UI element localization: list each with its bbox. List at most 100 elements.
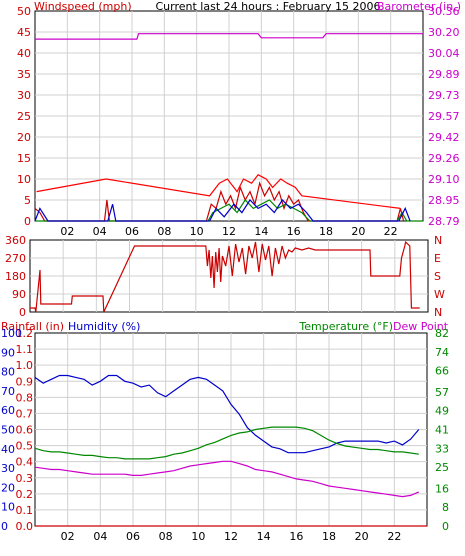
rainfall-tick-label: 1.1 xyxy=(16,343,34,356)
x-tick-label: 10 xyxy=(190,225,204,238)
rainfall-tick-label: 1.0 xyxy=(16,359,34,372)
chart-title: Current last 24 hours : February 15 2006 xyxy=(156,0,381,13)
compass-tick-label: N xyxy=(434,234,442,247)
x-tick-label: 18 xyxy=(319,225,333,238)
rainfall-tick-label: 0.0 xyxy=(16,520,34,533)
wind-series-2 xyxy=(36,174,401,209)
x-tick-label: 06 xyxy=(126,530,140,543)
rainfall-tick-label: 0.6 xyxy=(16,424,34,437)
rainfall-tick-label: 0.8 xyxy=(16,391,34,404)
x-tick-label: 20 xyxy=(351,225,365,238)
rainfall-tick-label: 0.5 xyxy=(16,440,34,453)
windspeed-tick-label: 10 xyxy=(17,173,31,186)
humidity-tick-label: 90 xyxy=(1,346,15,359)
windspeed-tick-label: 30 xyxy=(17,89,31,102)
temperature-tick-label: 25 xyxy=(435,461,449,474)
x-tick-label: 12 xyxy=(224,530,238,543)
humidity-tick-label: 20 xyxy=(1,481,15,494)
rainfall-tick-label: 0.7 xyxy=(16,407,34,420)
x-tick-label: 06 xyxy=(125,225,139,238)
humidity-tick-label: 50 xyxy=(1,424,15,437)
x-tick-label: 04 xyxy=(93,530,107,543)
humidity-tick-label: 80 xyxy=(1,366,15,379)
barometer-tick-label: 28.79 xyxy=(428,215,460,228)
temperature-tick-label: 66 xyxy=(435,365,449,378)
windspeed-tick-label: 15 xyxy=(17,152,31,165)
temperature-tick-label: 57 xyxy=(435,386,449,399)
temperature-tick-label: 41 xyxy=(435,424,449,437)
windspeed-tick-label: 45 xyxy=(17,26,31,39)
x-tick-label: 04 xyxy=(93,225,107,238)
windspeed-tick-label: 40 xyxy=(17,47,31,60)
windspeed-tick-label: 20 xyxy=(17,131,31,144)
x-tick-label: 02 xyxy=(61,530,75,543)
rainfall-tick-label: 0.1 xyxy=(16,504,34,517)
x-tick-label: 02 xyxy=(60,225,74,238)
rainfall-tick-label: 0.2 xyxy=(16,488,34,501)
barometer-series xyxy=(35,33,423,40)
x-tick-label: 16 xyxy=(287,225,301,238)
series-layer xyxy=(30,33,427,527)
compass-tick-label: N xyxy=(434,306,442,319)
compass-tick-label: W xyxy=(434,288,445,301)
direction-tick-label: 180 xyxy=(5,270,26,283)
rainfall-tick-label: 0.3 xyxy=(16,472,34,485)
compass-tick-label: S xyxy=(434,270,441,283)
temperature-axis-label: Temperature (°F) xyxy=(298,320,393,333)
windspeed-tick-label: 0 xyxy=(24,215,31,228)
rainfall-axis-label: Rainfall (in) xyxy=(1,320,64,333)
temperature-tick-label: 74 xyxy=(435,346,449,359)
x-tick-label: 08 xyxy=(159,530,173,543)
x-tick-label: 18 xyxy=(322,530,336,543)
humidity-axis-label: Humidity (%) xyxy=(68,320,140,333)
barometer-tick-label: 30.36 xyxy=(428,5,460,18)
rainfall-tick-label: 0.4 xyxy=(16,456,34,469)
barometer-tick-label: 30.04 xyxy=(428,47,460,60)
barometer-tick-label: 29.73 xyxy=(428,89,460,102)
wind-series-4 xyxy=(34,199,411,222)
x-tick-label: 12 xyxy=(222,225,236,238)
x-tick-label: 14 xyxy=(257,530,271,543)
humidity-tick-label: 0 xyxy=(1,520,8,533)
direction-tick-label: 90 xyxy=(12,288,26,301)
humidity-tick-label: 60 xyxy=(1,404,15,417)
x-tick-label: 16 xyxy=(289,530,303,543)
direction-tick-label: 270 xyxy=(5,252,26,265)
direction-tick-label: 0 xyxy=(19,306,26,319)
windspeed-tick-label: 5 xyxy=(24,194,31,207)
temperature-tick-label: 82 xyxy=(435,327,449,340)
x-tick-label: 22 xyxy=(384,225,398,238)
direction-tick-label: 360 xyxy=(5,234,26,247)
temperature-tick-label: 0 xyxy=(442,520,449,533)
x-tick-label: 10 xyxy=(191,530,205,543)
x-tick-label: 14 xyxy=(254,225,268,238)
temperature-tick-label: 16 xyxy=(435,482,449,495)
humidity-series xyxy=(34,374,420,454)
x-tick-label: 20 xyxy=(355,530,369,543)
compass-tick-label: E xyxy=(434,252,441,265)
humidity-tick-label: 40 xyxy=(1,443,15,456)
temperature-series xyxy=(34,426,419,460)
rainfall-tick-label: 0.9 xyxy=(16,375,34,388)
windspeed-tick-label: 35 xyxy=(17,68,31,81)
x-tick-label: 08 xyxy=(157,225,171,238)
barometer-tick-label: 28.95 xyxy=(428,194,460,207)
x-tick-label: 22 xyxy=(387,530,401,543)
windspeed-tick-label: 25 xyxy=(17,110,31,123)
barometer-tick-label: 29.10 xyxy=(428,173,460,186)
humidity-tick-label: 10 xyxy=(1,501,15,514)
barometer-tick-label: 29.42 xyxy=(428,131,460,144)
barometer-tick-label: 29.26 xyxy=(428,152,460,165)
rainfall-tick-label: 1.2 xyxy=(16,327,34,340)
windspeed-axis-label: Windspeed (mph) xyxy=(34,0,132,13)
barometer-axis-label: Barometer (in.) xyxy=(377,0,461,13)
humidity-tick-label: 30 xyxy=(1,462,15,475)
temperature-tick-label: 33 xyxy=(435,442,449,455)
temperature-tick-label: 8 xyxy=(442,501,449,514)
barometer-tick-label: 29.89 xyxy=(428,68,460,81)
barometer-tick-label: 30.20 xyxy=(428,26,460,39)
wind-direction-series xyxy=(30,240,420,313)
humidity-tick-label: 70 xyxy=(1,385,15,398)
barometer-tick-label: 29.57 xyxy=(428,110,460,123)
